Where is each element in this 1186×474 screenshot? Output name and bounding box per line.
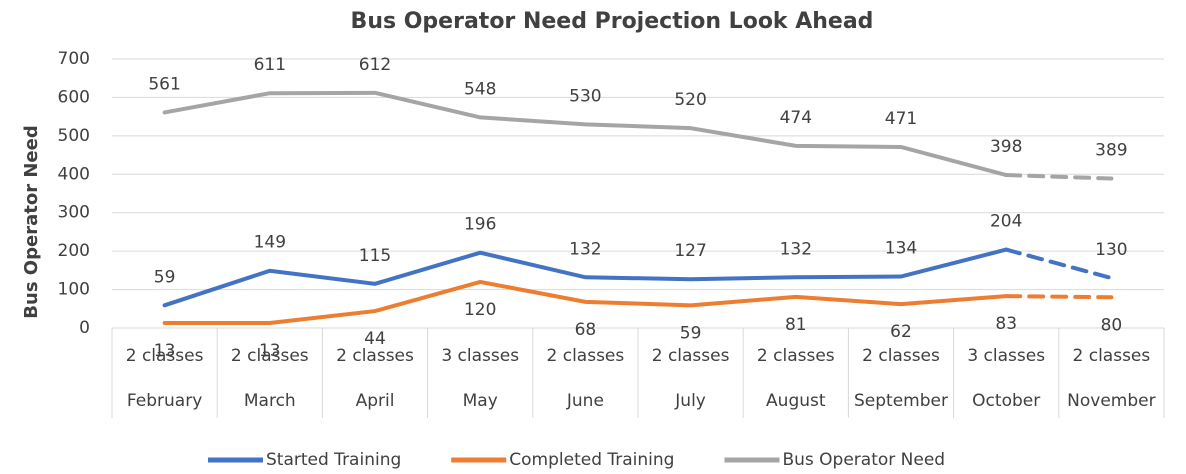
data-label: 196 xyxy=(464,215,496,235)
x-tick-label: 3 classes xyxy=(441,346,519,366)
y-tick-label: 100 xyxy=(58,280,90,300)
data-label: 130 xyxy=(1095,240,1127,260)
data-label: 149 xyxy=(254,233,286,253)
x-tick-label: October xyxy=(972,391,1040,411)
y-tick-label: 0 xyxy=(79,318,90,338)
y-tick-label: 200 xyxy=(58,241,90,261)
y-tick-label: 500 xyxy=(58,126,90,146)
data-label: 134 xyxy=(885,239,917,259)
line xyxy=(162,247,1009,308)
x-tick-label: May xyxy=(463,391,498,411)
legend-label: Completed Training xyxy=(509,450,674,470)
x-tick-label: 2 classes xyxy=(547,346,625,366)
y-tick-label: 400 xyxy=(58,164,90,184)
data-label: 520 xyxy=(674,90,706,110)
y-tick-label: 700 xyxy=(58,49,90,69)
data-label: 59 xyxy=(154,267,176,287)
x-tick-label: 3 classes xyxy=(967,346,1045,366)
data-label: 474 xyxy=(780,108,812,128)
x-tick-label: March xyxy=(244,391,296,411)
x-tick-label: 2 classes xyxy=(336,346,414,366)
data-label: 611 xyxy=(254,55,286,75)
data-label: 132 xyxy=(569,239,601,259)
x-tick-label: 2 classes xyxy=(1073,346,1151,366)
line xyxy=(162,279,1009,326)
x-tick-label: June xyxy=(566,391,604,411)
x-tick-label: November xyxy=(1067,391,1155,411)
x-tick-label: August xyxy=(766,391,826,411)
x-tick-label: 2 classes xyxy=(862,346,940,366)
data-label: 59 xyxy=(680,323,702,343)
x-tick-label: 2 classes xyxy=(126,346,204,366)
data-label: 127 xyxy=(674,241,706,261)
data-label: 132 xyxy=(780,239,812,259)
data-label: 204 xyxy=(990,212,1022,232)
data-label: 120 xyxy=(464,300,496,320)
x-tick-label: July xyxy=(674,391,706,411)
data-label: 398 xyxy=(990,137,1022,157)
data-label: 62 xyxy=(890,322,912,342)
data-label: 548 xyxy=(464,79,496,99)
x-tick-label: 2 classes xyxy=(231,346,309,366)
x-tick-label: 2 classes xyxy=(757,346,835,366)
data-label: 13 xyxy=(154,341,176,361)
line-projection xyxy=(1004,173,1114,181)
data-label: 83 xyxy=(995,314,1017,334)
y-tick-label: 300 xyxy=(58,203,90,223)
data-label: 80 xyxy=(1101,315,1123,335)
line-projection xyxy=(1004,294,1114,300)
x-tick-label: September xyxy=(854,391,948,411)
legend-label: Started Training xyxy=(266,450,401,470)
x-tick-label: April xyxy=(356,391,395,411)
data-label: 471 xyxy=(885,109,917,129)
data-label: 389 xyxy=(1095,141,1127,161)
data-label: 68 xyxy=(575,320,597,340)
data-label: 44 xyxy=(364,329,386,349)
data-label: 13 xyxy=(259,341,281,361)
data-label: 530 xyxy=(569,86,601,106)
y-axis-label: Bus Operator Need xyxy=(21,125,42,318)
x-tick-label: February xyxy=(127,391,202,411)
x-tick-label: 2 classes xyxy=(652,346,730,366)
data-label: 115 xyxy=(359,246,391,266)
data-label: 561 xyxy=(148,74,180,94)
chart-title: Bus Operator Need Projection Look Ahead xyxy=(351,9,874,34)
y-tick-label: 600 xyxy=(58,87,90,107)
line-projection xyxy=(1004,247,1114,281)
legend-label: Bus Operator Need xyxy=(782,450,945,470)
data-label: 612 xyxy=(359,55,391,75)
data-label: 81 xyxy=(785,315,807,335)
line xyxy=(162,90,1009,178)
